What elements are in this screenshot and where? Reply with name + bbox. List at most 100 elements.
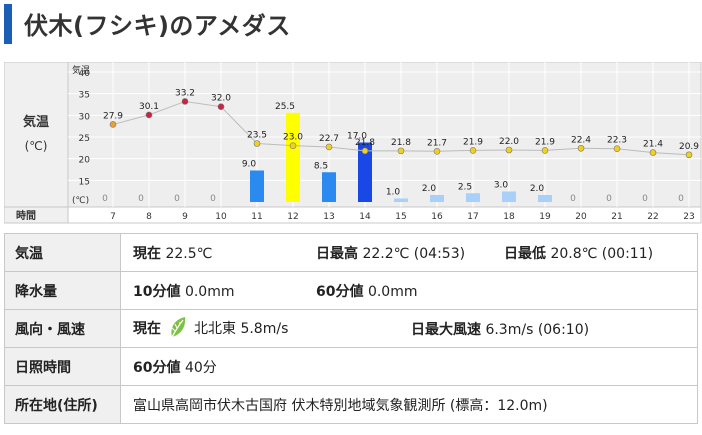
row-label-cell-temp xyxy=(4,62,69,208)
current-temp-label: 現在 xyxy=(133,245,161,262)
precipitation-row-label: 降水量 xyxy=(4,271,121,310)
y-axis-corner-label: 気温 xyxy=(72,64,90,76)
sunshine-row-label: 日照時間 xyxy=(4,347,121,386)
wind-row: 風向・風速 現在 北北東 5.8m/s 日最大風速 6.3m/s (06:10) xyxy=(4,309,698,348)
precip-bar xyxy=(322,172,336,202)
temp-row-label: 気温 xyxy=(23,114,49,130)
location-row: 所在地(住所) 富山県高岡市伏木古国府 伏木特別地域気象観測所 (標高：12.0… xyxy=(4,385,698,424)
current-temp-value: 22.5℃ xyxy=(165,245,213,262)
sunshine-row: 日照時間 60分値 40分 xyxy=(4,347,698,386)
precip-bar xyxy=(502,191,516,202)
temp-row-unit: (℃) xyxy=(25,139,48,153)
temperature-point xyxy=(181,98,189,105)
daily-min-temp-value: 20.8℃ (00:11) xyxy=(550,245,654,262)
temperature-point xyxy=(289,142,297,149)
temperature-label: 20.9 xyxy=(679,142,699,152)
temperature-label: 22.7 xyxy=(319,134,339,144)
precip-bar-label: 2.0 xyxy=(530,184,545,194)
temperature-label: 23.5 xyxy=(247,131,267,141)
precip-bar xyxy=(286,112,300,202)
daily-max-temp-value: 22.2℃ (04:53) xyxy=(362,245,466,262)
hour-tick-label: 16 xyxy=(431,212,443,222)
hour-tick-label: 11 xyxy=(251,212,262,222)
temperature-label: 21.8 xyxy=(391,138,411,148)
y-tick-label: 25 xyxy=(79,134,90,144)
precip-zero-label: 0 xyxy=(210,194,216,204)
y-tick-label: 15 xyxy=(79,177,90,187)
precip-zero-label: 0 xyxy=(102,194,108,204)
temperature-label: 22.4 xyxy=(571,135,591,145)
hour-tick-label: 10 xyxy=(215,212,227,222)
y-tick-label: 40 xyxy=(79,69,91,79)
precip-bar-label: 1.0 xyxy=(386,188,401,198)
precip-bar xyxy=(358,142,372,202)
hour-tick-label: 22 xyxy=(647,212,658,222)
precip-bar-label: 2.5 xyxy=(458,182,472,192)
weather-details-table: 気温 現在 22.5℃ 日最高 22.2℃ (04:53) 日最低 20.8℃ … xyxy=(4,233,698,424)
temperature-point xyxy=(541,147,549,154)
temperature-point xyxy=(217,103,225,110)
sunshine-60min-label: 60分値 xyxy=(133,359,181,376)
temperature-point xyxy=(685,151,693,159)
temperature-label: 23.0 xyxy=(283,133,303,143)
hour-tick-label: 23 xyxy=(683,212,694,222)
precip-zero-label: 0 xyxy=(138,194,144,204)
precip-zero-label: 0 xyxy=(570,194,576,204)
hour-tick-label: 15 xyxy=(395,212,406,222)
precip-zero-label: 0 xyxy=(174,194,180,204)
wind-current-value: 北北東 5.8m/s xyxy=(194,320,289,337)
precip-bar-label: 8.5 xyxy=(314,161,328,171)
amedas-chart: 15 20 25 30 35 40 気温 (℃) 気温 (℃) 時間 0 0 0 0 9.0 25.5 8.5 17… xyxy=(4,62,702,224)
hour-tick-label: 8 xyxy=(146,212,152,222)
page-header: 伏木(フシキ)のアメダス xyxy=(0,0,702,50)
daily-max-temp-label: 日最高 xyxy=(316,245,358,262)
precip-bar xyxy=(466,193,480,202)
sunshine-60min-value: 40分 xyxy=(184,359,217,376)
precip-60min-value: 0.0mm xyxy=(367,283,418,300)
time-row-label: 時間 xyxy=(16,209,36,222)
y-tick-label: 35 xyxy=(79,91,90,101)
temperature-label: 33.2 xyxy=(175,88,195,98)
precip-zero-label: 0 xyxy=(642,194,648,204)
location-row-label: 所在地(住所) xyxy=(4,385,121,424)
hour-tick-label: 9 xyxy=(182,212,188,222)
hour-tick-label: 14 xyxy=(359,212,371,222)
hour-tick-label: 19 xyxy=(539,212,551,222)
temperature-point xyxy=(649,149,657,156)
temperature-point xyxy=(145,111,153,119)
plot-area xyxy=(67,62,702,208)
temperature-point xyxy=(613,145,621,152)
hour-tick-label: 17 xyxy=(467,212,478,222)
temperature-point xyxy=(109,121,117,128)
temperature-point xyxy=(505,146,513,154)
temperature-point xyxy=(397,147,405,155)
precip-10min-value: 0.0mm xyxy=(184,283,235,300)
y-tick-label: 30 xyxy=(79,112,91,122)
leaf-icon xyxy=(167,315,189,343)
temperature-point xyxy=(433,148,441,155)
row-label-cell-time xyxy=(4,206,69,224)
temperature-label: 21.9 xyxy=(463,137,483,147)
precip-bar-label: 25.5 xyxy=(275,102,295,112)
hour-tick-label: 13 xyxy=(323,212,334,222)
temperature-row: 気温 現在 22.5℃ 日最高 22.2℃ (04:53) 日最低 20.8℃ … xyxy=(4,233,698,272)
temperature-label: 30.1 xyxy=(139,102,159,112)
precip-zero-label: 0 xyxy=(678,194,684,204)
hour-tick-label: 7 xyxy=(110,212,116,222)
precip-bar xyxy=(430,195,444,202)
temperature-point xyxy=(253,140,261,147)
precipitation-row: 降水量 10分値 0.0mm 60分値 0.0mm xyxy=(4,271,698,310)
title-accent-bar xyxy=(4,4,12,44)
location-value: 富山県高岡市伏木古国府 伏木特別地域気象観測所 (標高：12.0m) xyxy=(133,397,548,414)
temperature-label: 21.4 xyxy=(643,140,663,150)
temperature-point xyxy=(325,143,333,151)
hour-tick-label: 18 xyxy=(503,212,515,222)
temperature-label: 27.9 xyxy=(103,111,123,121)
time-row xyxy=(67,206,702,224)
hour-tick-label: 21 xyxy=(611,212,622,222)
precip-bar-label: 2.0 xyxy=(422,184,437,194)
hour-tick-label: 20 xyxy=(575,212,587,222)
precip-10min-label: 10分値 xyxy=(133,283,181,300)
daily-min-temp-label: 日最低 xyxy=(504,245,546,262)
